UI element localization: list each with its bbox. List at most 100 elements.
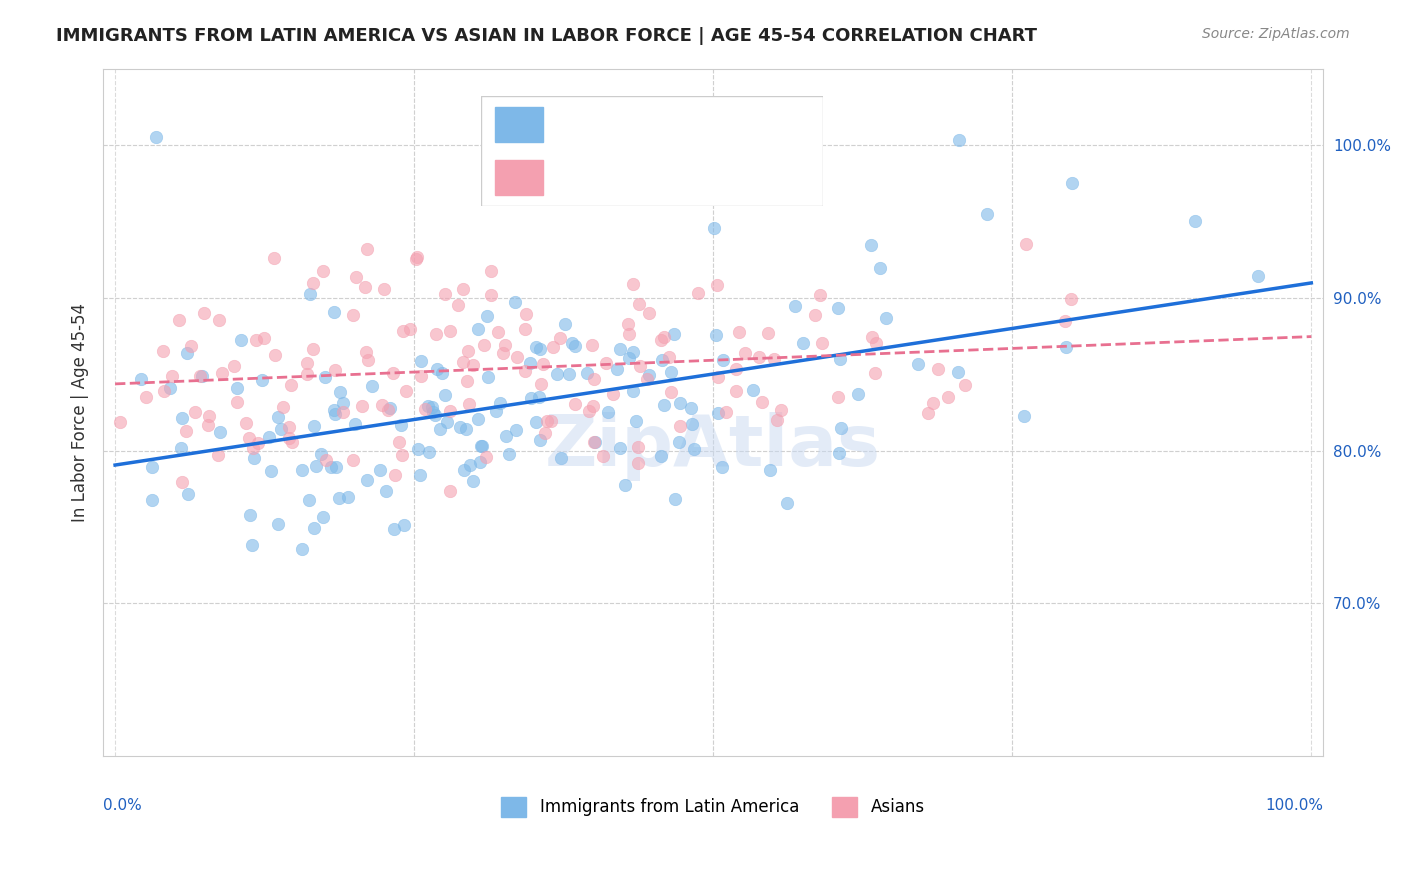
Point	[392, 324, 415, 338]
Point	[457, 344, 479, 359]
Point	[1062, 176, 1084, 190]
Point	[197, 418, 219, 433]
Point	[859, 238, 882, 252]
Point	[388, 435, 411, 450]
Point	[811, 336, 834, 351]
Point	[506, 350, 529, 364]
Point	[270, 422, 292, 436]
Point	[463, 358, 485, 372]
Point	[141, 460, 163, 475]
Point	[329, 384, 352, 399]
Point	[489, 396, 512, 410]
Point	[453, 462, 475, 476]
Point	[291, 541, 314, 556]
Point	[298, 493, 321, 508]
Point	[564, 396, 586, 410]
Point	[291, 463, 314, 477]
Point	[447, 298, 470, 312]
Point	[707, 406, 730, 420]
Point	[250, 372, 273, 386]
Point	[176, 345, 198, 359]
Point	[471, 439, 494, 453]
Point	[543, 340, 565, 354]
Point	[235, 416, 257, 430]
Point	[519, 356, 541, 370]
Point	[515, 306, 537, 320]
Point	[520, 392, 543, 406]
Point	[231, 333, 253, 347]
Point	[681, 417, 703, 432]
Point	[550, 450, 572, 465]
Point	[654, 398, 676, 412]
Point	[423, 408, 446, 422]
Point	[356, 473, 378, 487]
Point	[976, 207, 998, 221]
Point	[707, 370, 730, 384]
Point	[357, 353, 380, 368]
Point	[343, 417, 366, 431]
Legend: Immigrants from Latin America, Asians: Immigrants from Latin America, Asians	[495, 790, 932, 823]
Point	[167, 312, 190, 326]
Point	[135, 390, 157, 404]
Point	[315, 453, 337, 467]
Point	[208, 313, 231, 327]
Point	[302, 342, 325, 356]
Point	[271, 401, 294, 415]
Point	[621, 384, 644, 399]
Point	[827, 301, 849, 315]
Point	[540, 414, 562, 428]
Point	[238, 431, 260, 445]
Point	[374, 483, 396, 498]
Point	[474, 450, 496, 464]
Point	[936, 390, 959, 404]
Point	[479, 288, 502, 302]
Point	[399, 322, 422, 336]
Point	[433, 287, 456, 301]
Point	[174, 425, 197, 439]
Point	[332, 396, 354, 410]
Point	[669, 395, 692, 409]
Point	[319, 460, 342, 475]
Point	[592, 450, 614, 464]
Point	[226, 395, 249, 409]
Y-axis label: In Labor Force | Age 45-54: In Labor Force | Age 45-54	[72, 303, 89, 522]
Point	[239, 508, 262, 522]
Point	[725, 362, 748, 376]
Point	[756, 326, 779, 340]
Point	[322, 403, 344, 417]
Point	[470, 439, 492, 453]
Point	[742, 383, 765, 397]
Point	[342, 308, 364, 322]
Point	[159, 381, 181, 395]
Point	[734, 346, 756, 360]
Point	[439, 484, 461, 499]
Point	[415, 402, 437, 417]
Point	[548, 331, 571, 345]
Text: 0.0%: 0.0%	[103, 797, 142, 813]
Point	[323, 305, 346, 319]
Point	[664, 491, 686, 506]
Point	[411, 354, 433, 368]
Point	[703, 220, 725, 235]
Point	[406, 250, 429, 264]
Point	[762, 351, 785, 366]
Point	[141, 493, 163, 508]
Text: Source: ZipAtlas.com: Source: ZipAtlas.com	[1202, 27, 1350, 41]
Point	[371, 398, 394, 412]
Point	[477, 370, 499, 384]
Point	[392, 518, 415, 533]
Point	[384, 522, 406, 536]
Point	[409, 468, 432, 483]
Point	[184, 405, 207, 419]
Point	[409, 369, 432, 384]
Point	[664, 326, 686, 341]
Point	[650, 449, 672, 463]
Point	[406, 442, 429, 456]
Point	[377, 402, 399, 417]
Point	[264, 349, 287, 363]
Point	[609, 441, 631, 455]
Point	[688, 285, 710, 300]
Point	[581, 338, 603, 352]
Point	[578, 404, 600, 418]
Point	[830, 351, 852, 366]
